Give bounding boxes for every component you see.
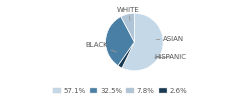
Legend: 57.1%, 32.5%, 7.8%, 2.6%: 57.1%, 32.5%, 7.8%, 2.6% xyxy=(50,85,190,96)
Wedge shape xyxy=(106,17,134,66)
Text: HISPANIC: HISPANIC xyxy=(154,54,186,60)
Wedge shape xyxy=(118,42,134,68)
Text: BLACK: BLACK xyxy=(86,42,117,52)
Text: ASIAN: ASIAN xyxy=(156,36,184,42)
Wedge shape xyxy=(122,13,163,71)
Text: WHITE: WHITE xyxy=(117,7,140,20)
Wedge shape xyxy=(121,13,134,42)
